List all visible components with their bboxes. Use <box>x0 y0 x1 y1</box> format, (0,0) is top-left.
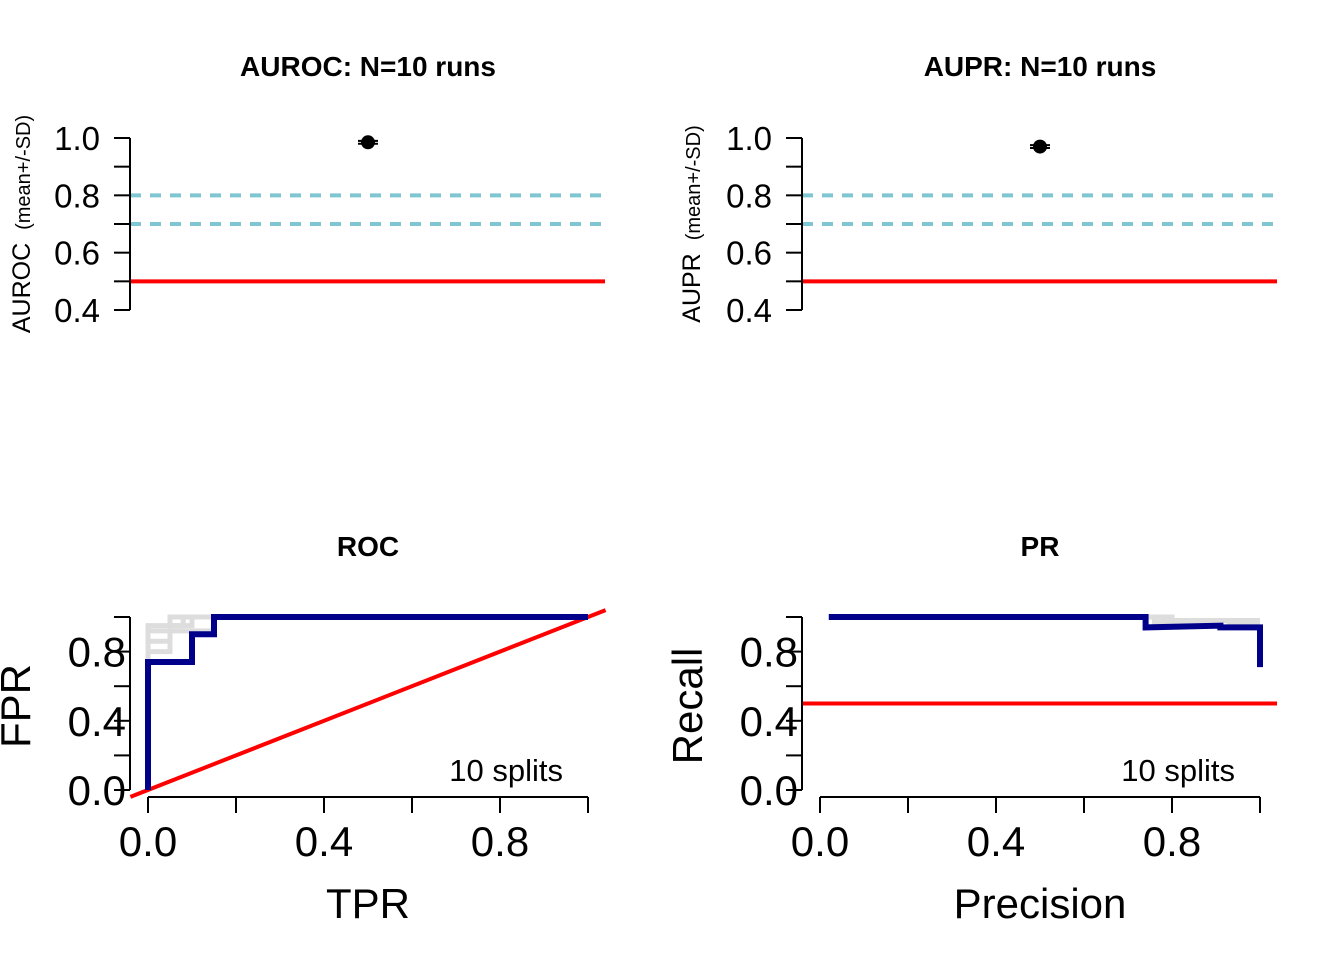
aupr-panel: AUPR: N=10 runs AUPR (mean+/-SD) 0.4 0.6 0… <box>678 51 1277 329</box>
auroc-ylabel-main: AUROC <box>8 243 36 333</box>
aupr-ylabel-sub: (mean+/-SD) <box>683 125 705 240</box>
auroc-ylabel: AUROC (mean+/-SD) <box>8 115 36 333</box>
pr-mean-curve <box>828 614 1263 668</box>
pr-x-tick-label: 0.8 <box>1143 818 1201 865</box>
aupr-ylabel: AUPR (mean+/-SD) <box>678 125 706 322</box>
auroc-y-tick-label: 0.8 <box>54 177 100 214</box>
aupr-y-tick-label: 0.6 <box>726 235 772 272</box>
aupr-mean-point <box>1033 139 1047 154</box>
auroc-y-tick-label: 1.0 <box>54 120 100 157</box>
auroc-y-tick-label: 0.4 <box>54 292 100 329</box>
roc-mean-curve <box>145 614 588 790</box>
roc-baseline <box>129 608 607 799</box>
pr-title: PR <box>1021 531 1060 562</box>
auroc-y-tick-label: 0.6 <box>54 235 100 272</box>
roc-y-tick-label: 0.4 <box>68 698 126 745</box>
roc-panel: ROC TPR FPR 10 splits 0.0 0.4 0.8 0.0 0.4 0.8 <box>0 531 607 927</box>
pr-y-tick-label: 0.8 <box>740 629 798 676</box>
roc-x-tick-label: 0.0 <box>119 818 177 865</box>
roc-x-tick-label: 0.4 <box>295 818 353 865</box>
pr-panel: PR Precision Recall 10 splits 0.0 0.4 0.8 0… <box>664 531 1277 927</box>
pr-annotation: 10 splits <box>1121 753 1235 788</box>
roc-x-tick-label: 0.8 <box>471 818 529 865</box>
aupr-ylabel-main: AUPR <box>678 253 706 322</box>
pr-y-tick-label: 0.4 <box>740 698 798 745</box>
pr-y-tick-label: 0.0 <box>740 767 798 814</box>
auroc-ylabel-sub: (mean+/-SD) <box>13 115 35 230</box>
pr-xlabel: Precision <box>954 880 1127 927</box>
roc-y-tick-label: 0.8 <box>68 629 126 676</box>
auroc-title: AUROC: N=10 runs <box>240 51 496 82</box>
auroc-panel: AUROC: N=10 runs AUROC (mean+/-SD) 0.4 0.… <box>8 51 605 333</box>
roc-ylabel: FPR <box>0 664 39 748</box>
aupr-title: AUPR: N=10 runs <box>924 51 1157 82</box>
aupr-y-tick-label: 0.8 <box>726 177 772 214</box>
aupr-y-tick-label: 1.0 <box>726 120 772 157</box>
roc-annotation: 10 splits <box>449 753 563 788</box>
auroc-mean-point <box>361 135 375 150</box>
pr-ylabel: Recall <box>664 648 711 765</box>
roc-xlabel: TPR <box>326 880 410 927</box>
pr-x-tick-label: 0.0 <box>791 818 849 865</box>
roc-y-tick-label: 0.0 <box>68 767 126 814</box>
aupr-y-tick-label: 0.4 <box>726 292 772 329</box>
pr-x-tick-label: 0.4 <box>967 818 1025 865</box>
roc-title: ROC <box>337 531 399 562</box>
